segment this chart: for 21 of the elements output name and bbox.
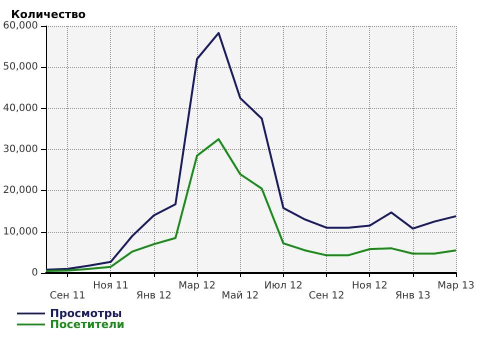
x-tick-label: Мар 12 xyxy=(178,280,216,292)
y-tick-label: 10,000 xyxy=(3,226,38,238)
legend-label: Посетители xyxy=(50,318,124,331)
x-tick-label: Сен 11 xyxy=(50,290,86,302)
y-tick-label: 30,000 xyxy=(3,144,38,155)
legend-label: Просмотры xyxy=(50,307,122,320)
chart-title: Количество xyxy=(11,8,86,21)
x-tick-label: Май 12 xyxy=(222,290,259,302)
x-tick-label: Ноя 12 xyxy=(352,280,388,292)
x-tick-label: Сен 12 xyxy=(308,290,344,302)
y-tick-label: 60,000 xyxy=(3,20,38,32)
y-tick-label: 0 xyxy=(32,268,38,278)
x-tick-label: Мар 13 xyxy=(437,280,475,292)
x-tick-label: Янв 12 xyxy=(136,290,172,302)
line-series xyxy=(45,32,457,271)
x-tick-label: Янв 13 xyxy=(395,290,430,302)
y-tick-label: 20,000 xyxy=(3,185,38,196)
y-tick-label: 40,000 xyxy=(3,102,38,114)
y-tick-label: 50,000 xyxy=(3,62,38,73)
x-tick-label: Ноя 11 xyxy=(92,280,129,292)
x-tick-label: Июл 12 xyxy=(264,280,302,292)
